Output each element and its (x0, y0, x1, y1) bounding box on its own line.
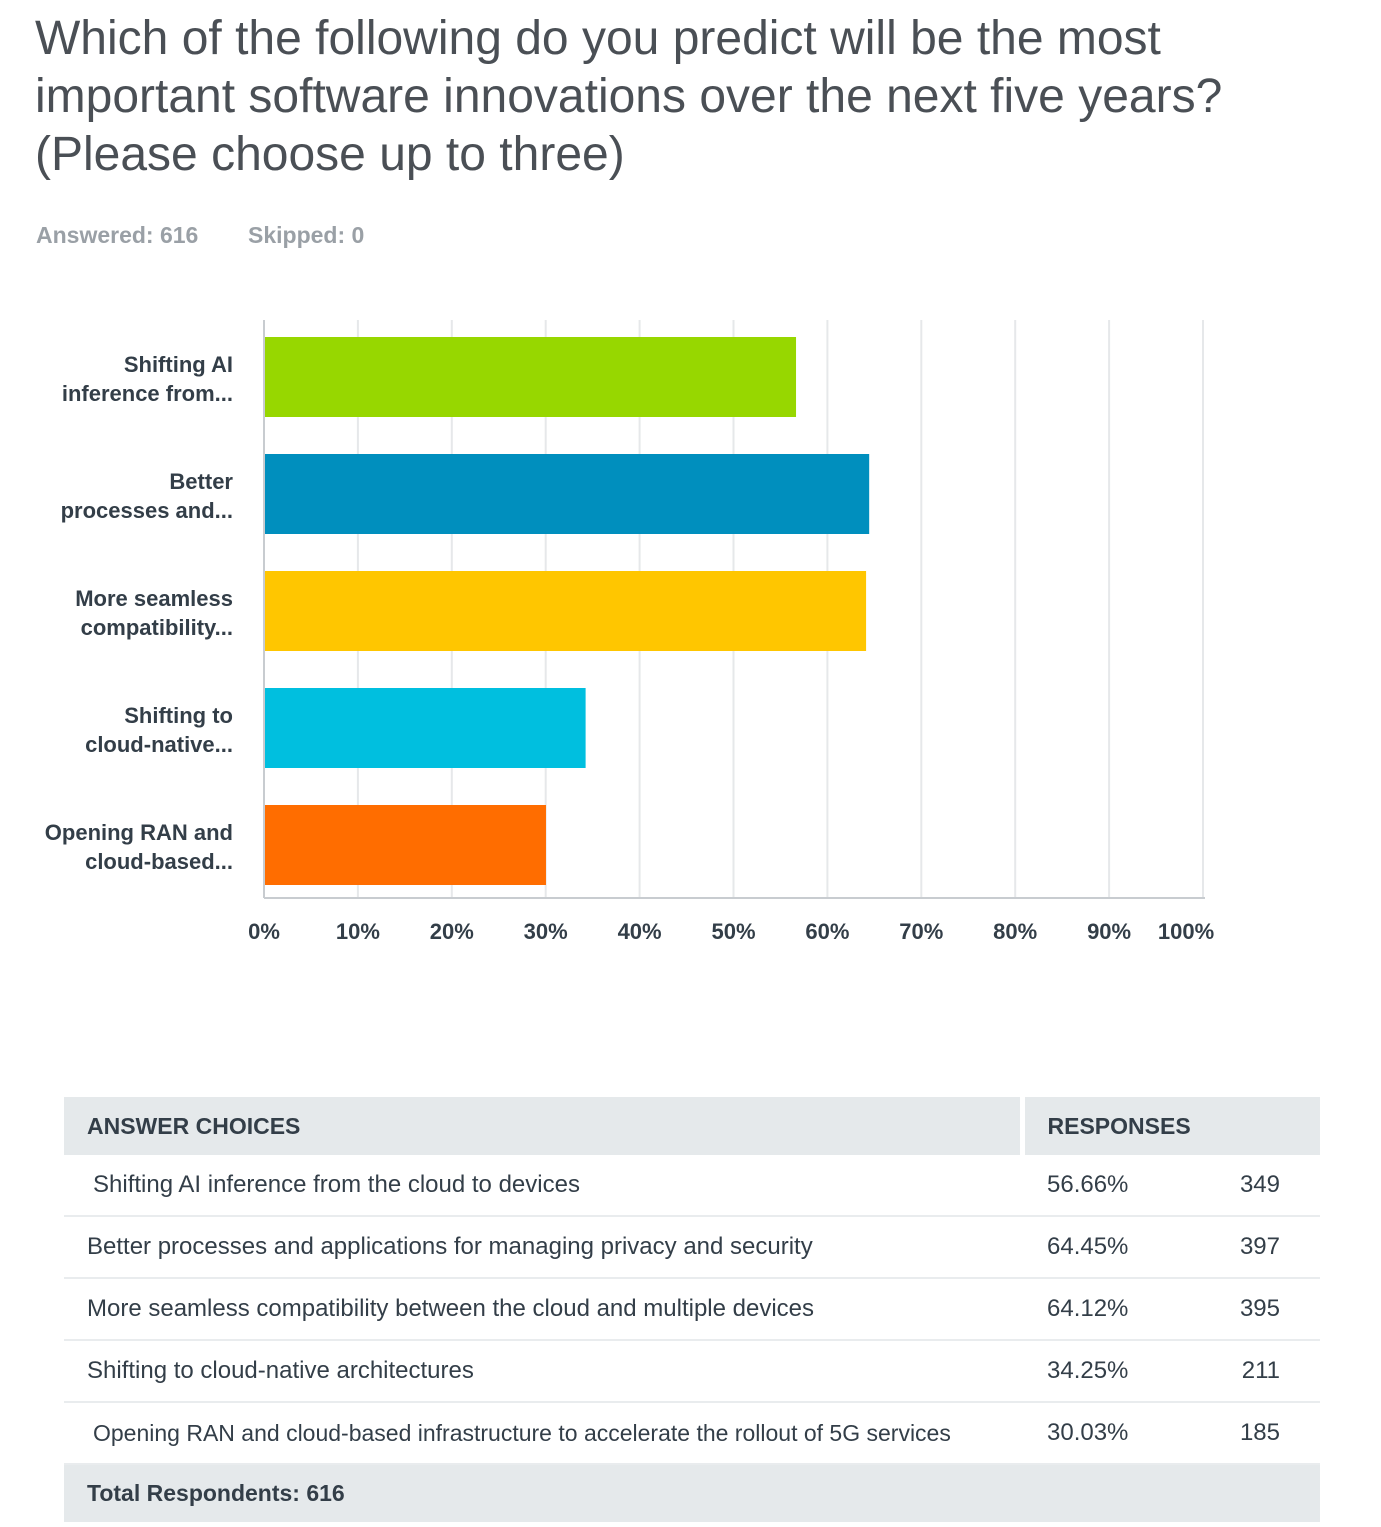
x-tick-label: 0% (248, 919, 280, 944)
x-tick-label: 80% (993, 919, 1037, 944)
responses-header: RESPONSES (1019, 1097, 1320, 1155)
response-percent: 64.12% (1022, 1278, 1220, 1341)
bar-chart: Shifting AI inference from... Better proces… (45, 320, 1214, 944)
answered-count: Answered: 616 (36, 222, 199, 248)
x-tick-label: 90% (1087, 919, 1131, 944)
response-count: 397 (1220, 1216, 1320, 1279)
category-label: Better processes and... (61, 469, 234, 523)
skipped-count: Skipped: 0 (248, 222, 365, 248)
category-label: Shifting to cloud-native... (85, 703, 233, 757)
x-tick-label: 10% (336, 919, 380, 944)
response-meta: Answered: 616 Skipped: 0 (36, 222, 364, 249)
table-row: Better processes and applications for ma… (64, 1216, 1320, 1279)
results-table: ANSWER CHOICES RESPONSES Shifting AI inf… (64, 1097, 1320, 1522)
bar (265, 337, 797, 417)
response-count: 185 (1220, 1402, 1320, 1465)
x-tick-label: 50% (711, 919, 755, 944)
answer-choice: Opening RAN and cloud-based infrastructu… (64, 1402, 1022, 1465)
total-respondents: Total Respondents: 616 (64, 1464, 1320, 1522)
bar (265, 454, 870, 534)
x-tick-label: 70% (899, 919, 943, 944)
question-title: Which of the following do you predict wi… (35, 12, 1223, 181)
answer-choice: Shifting to cloud-native architectures (64, 1340, 1022, 1403)
table-row: Shifting AI inference from the cloud to … (64, 1155, 1320, 1217)
table-header-row: ANSWER CHOICES RESPONSES (64, 1097, 1320, 1155)
x-tick-label: 60% (805, 919, 849, 944)
category-label: More seamless compatibility... (75, 586, 233, 640)
bar (265, 805, 546, 885)
total-row: Total Respondents: 616 (64, 1464, 1320, 1522)
answer-choices-header: ANSWER CHOICES (64, 1097, 1022, 1155)
table-row: Shifting to cloud-native architectures 3… (64, 1340, 1320, 1403)
category-label: Opening RAN and cloud-based... (45, 820, 233, 874)
answer-choice: More seamless compatibility between the … (64, 1278, 1022, 1341)
x-tick-label: 30% (524, 919, 568, 944)
response-percent: 34.25% (1022, 1340, 1220, 1403)
response-count: 349 (1220, 1155, 1320, 1217)
x-tick-label: 20% (430, 919, 474, 944)
bar (265, 571, 867, 651)
x-tick-label: 40% (618, 919, 662, 944)
x-tick-label: 100% (1158, 919, 1214, 944)
table-row: More seamless compatibility between the … (64, 1278, 1320, 1341)
answer-choice: Shifting AI inference from the cloud to … (64, 1155, 1022, 1217)
response-percent: 30.03% (1022, 1402, 1220, 1465)
answer-choice: Better processes and applications for ma… (64, 1216, 1022, 1279)
response-count: 211 (1220, 1340, 1320, 1403)
response-count: 395 (1220, 1278, 1320, 1341)
category-label: Shifting AI inference from... (62, 352, 233, 406)
response-percent: 64.45% (1022, 1216, 1220, 1279)
table-row: Opening RAN and cloud-based infrastructu… (64, 1402, 1320, 1465)
bar (265, 688, 586, 768)
response-percent: 56.66% (1022, 1155, 1220, 1217)
